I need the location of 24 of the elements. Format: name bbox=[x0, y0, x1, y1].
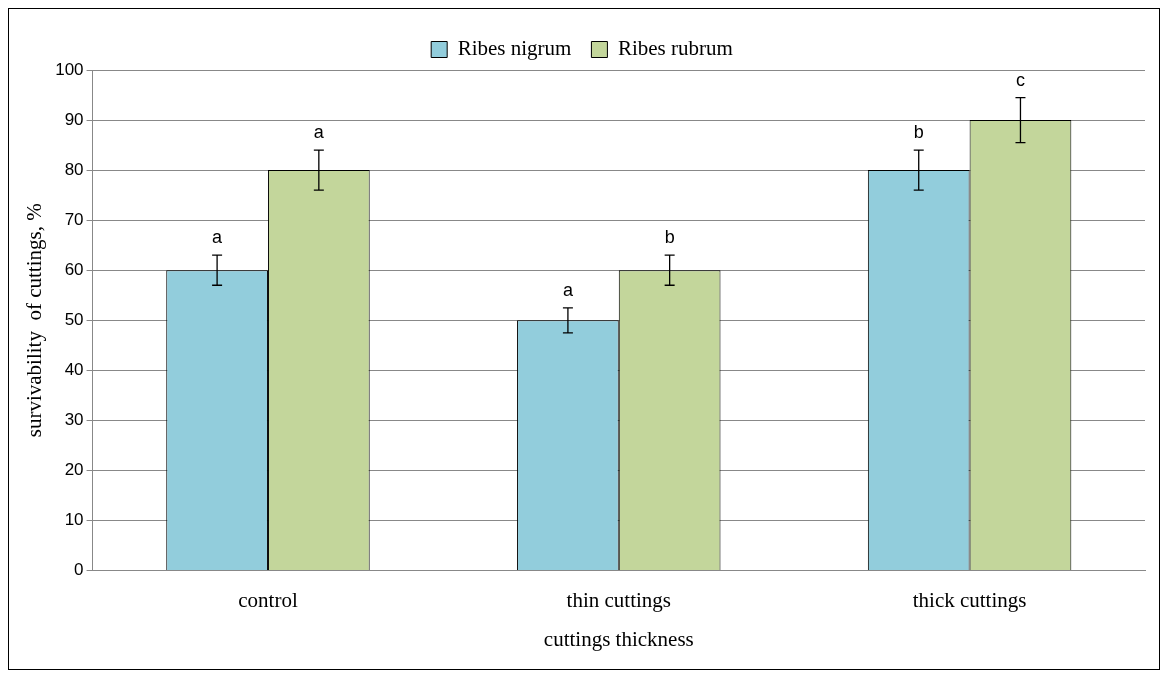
y-tick-label: 90 bbox=[64, 109, 84, 129]
data-label: c bbox=[1015, 69, 1025, 90]
y-tick-label: 30 bbox=[64, 410, 84, 430]
legend-label: Ribes nigrum bbox=[457, 36, 572, 61]
x-tick-label: thin cuttings bbox=[566, 587, 671, 612]
y-tick-label: 100 bbox=[55, 59, 84, 79]
x-tick-label: control bbox=[238, 587, 298, 612]
data-label: a bbox=[212, 227, 224, 248]
y-axis-title: survivability of cuttings, % bbox=[22, 203, 47, 438]
y-tick-label: 10 bbox=[64, 510, 84, 530]
data-label: b bbox=[664, 227, 675, 248]
x-axis-title: cuttings thickness bbox=[543, 626, 694, 651]
legend-label: Ribes rubrum bbox=[617, 36, 733, 61]
y-tick-label: 20 bbox=[64, 460, 84, 480]
data-label: a bbox=[313, 122, 325, 143]
y-tick-label: 80 bbox=[64, 159, 84, 179]
y-tick-label: 70 bbox=[64, 209, 84, 229]
data-label: b bbox=[913, 122, 924, 143]
x-tick-label: thick cuttings bbox=[912, 587, 1027, 612]
y-tick-label: 40 bbox=[64, 360, 84, 380]
y-tick-label: 60 bbox=[64, 259, 84, 279]
y-tick-label: 0 bbox=[74, 560, 84, 580]
y-tick-label: 50 bbox=[64, 309, 84, 329]
data-label: a bbox=[562, 279, 574, 300]
